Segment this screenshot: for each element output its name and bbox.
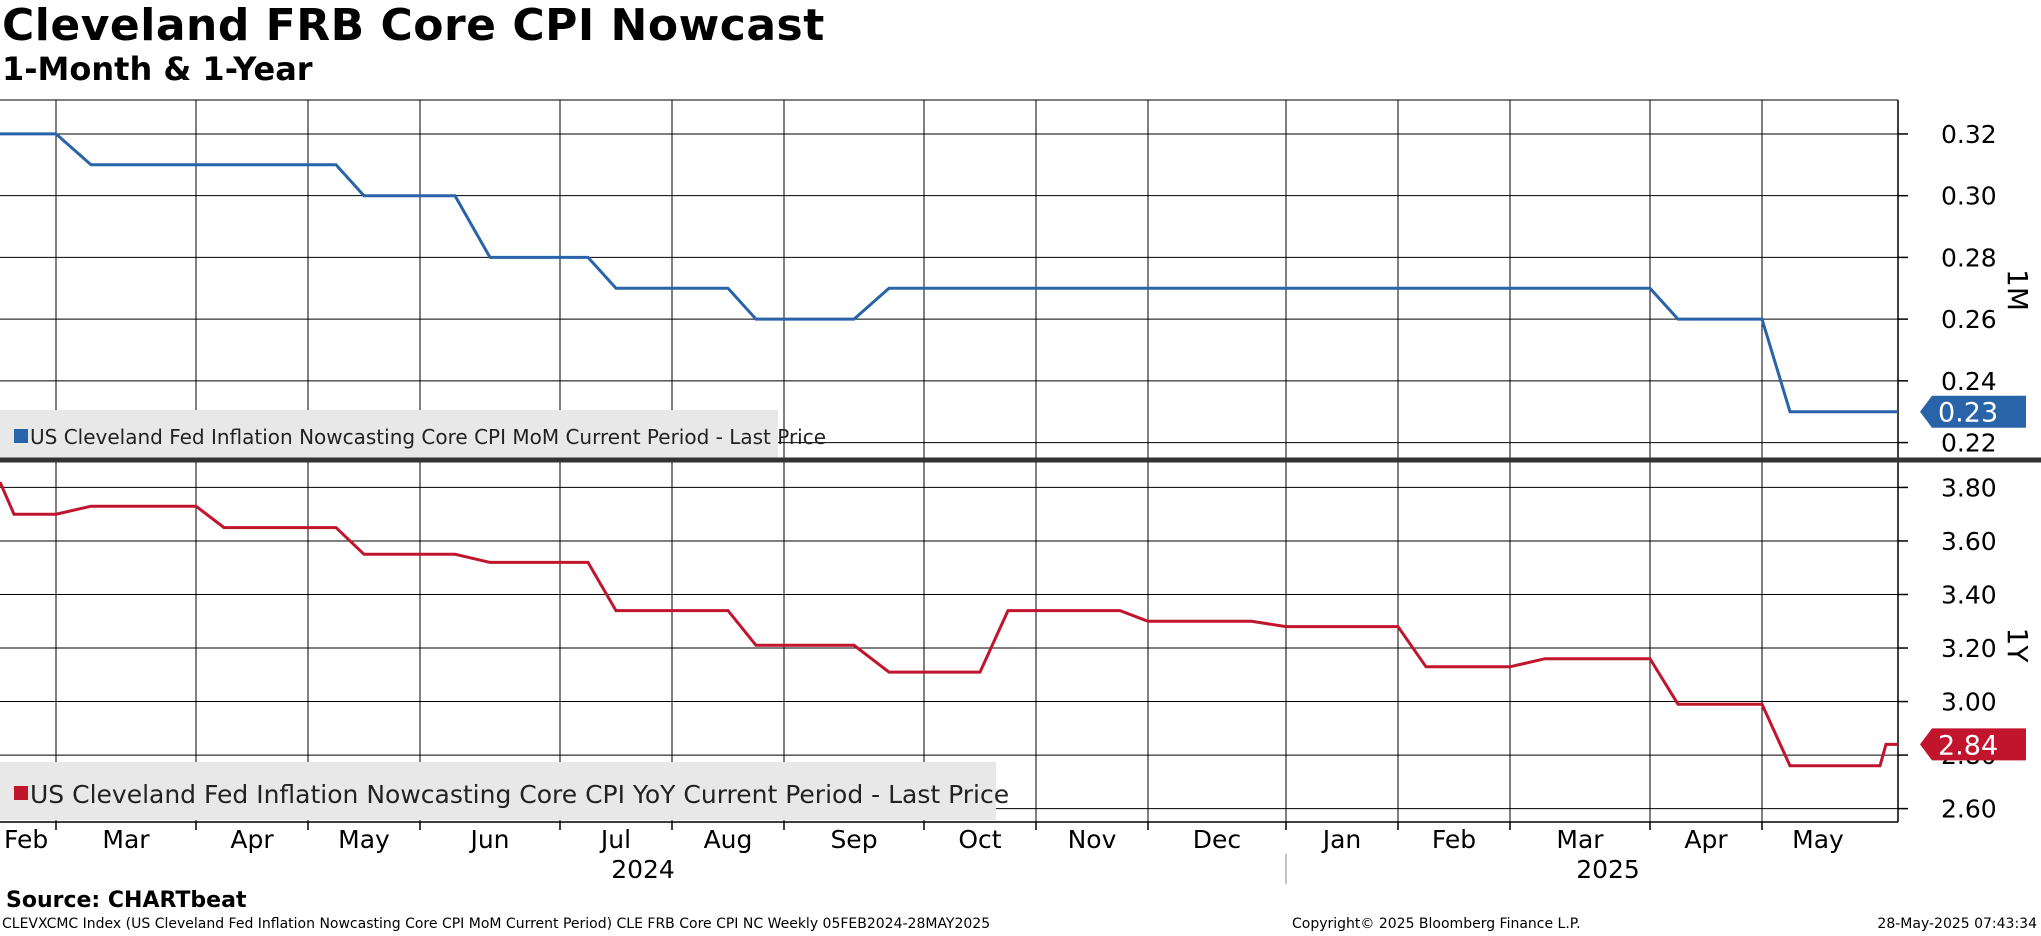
x-tick-label: Jan — [1321, 825, 1362, 854]
x-tick-label: Feb — [4, 825, 48, 854]
legend-box — [0, 410, 778, 458]
legend-swatch — [14, 429, 28, 443]
y-tick-label: 2.60 — [1941, 795, 1997, 824]
legend-box — [0, 762, 996, 820]
year-label: 2025 — [1576, 855, 1640, 884]
x-tick-label: Oct — [958, 825, 1001, 854]
x-tick-label: Mar — [102, 825, 150, 854]
last-value-tag — [1920, 728, 2026, 761]
x-tick-label: Dec — [1193, 825, 1241, 854]
x-tick-label: Jul — [599, 825, 631, 854]
axis-label-1m: 1M — [2001, 269, 2034, 311]
chart-title: Cleveland FRB Core CPI Nowcast — [2, 0, 825, 51]
footer-ticker-description: CLEVXCMC Index (US Cleveland Fed Inflati… — [2, 916, 991, 932]
y-tick-label: 0.30 — [1941, 182, 1997, 211]
panel-1m: 0.32 0.30 0.28 0.26 0.24 0.22 1M US Cleveland F… — [0, 100, 2034, 458]
series-line-1y — [0, 481, 1898, 768]
y-tick-label: 3.60 — [1941, 527, 1997, 556]
x-tick-label: May — [338, 825, 390, 854]
y-tick-label: 0.26 — [1941, 305, 1997, 334]
source-label: Source: CHARTbeat — [6, 888, 247, 913]
y-tick-label: 3.80 — [1941, 473, 1997, 502]
y-tick-label: 3.20 — [1941, 634, 1997, 663]
y-tick-label: 0.28 — [1941, 243, 1997, 272]
x-tick-label: Feb — [1432, 825, 1476, 854]
x-tick-label: Apr — [1684, 825, 1728, 854]
last-value-label: 0.23 — [1938, 398, 1998, 429]
x-tick-label: Aug — [704, 825, 753, 854]
x-tick-label: Mar — [1556, 825, 1604, 854]
last-value-tag — [1920, 395, 2026, 428]
legend-swatch — [14, 786, 28, 800]
footer-copyright: Copyright© 2025 Bloomberg Finance L.P. — [1292, 916, 1581, 932]
axis-label-1y: 1Y — [2001, 628, 2034, 664]
series-line-1m — [0, 132, 1898, 414]
y-tick-label: 3.40 — [1941, 580, 1997, 609]
x-tick-label: Apr — [230, 825, 274, 854]
y-tick-label: 0.24 — [1941, 367, 1997, 396]
last-value-label: 2.84 — [1938, 730, 1998, 761]
footer-timestamp: 28-May-2025 07:43:34 — [1877, 916, 2037, 932]
x-tick-label: Sep — [830, 825, 877, 854]
x-tick-label: Nov — [1068, 825, 1117, 854]
legend-label: US Cleveland Fed Inflation Nowcasting Co… — [30, 425, 826, 449]
chart-subtitle: 1-Month & 1-Year — [2, 50, 313, 88]
x-tick-label: May — [1792, 825, 1844, 854]
x-tick-label: Jun — [468, 825, 509, 854]
y-tick-label: 0.22 — [1941, 429, 1997, 458]
year-label: 2024 — [611, 855, 675, 884]
y-tick-label: 3.00 — [1941, 688, 1997, 717]
legend-label: US Cleveland Fed Inflation Nowcasting Co… — [30, 780, 1009, 809]
y-tick-label: 0.32 — [1941, 120, 1997, 149]
